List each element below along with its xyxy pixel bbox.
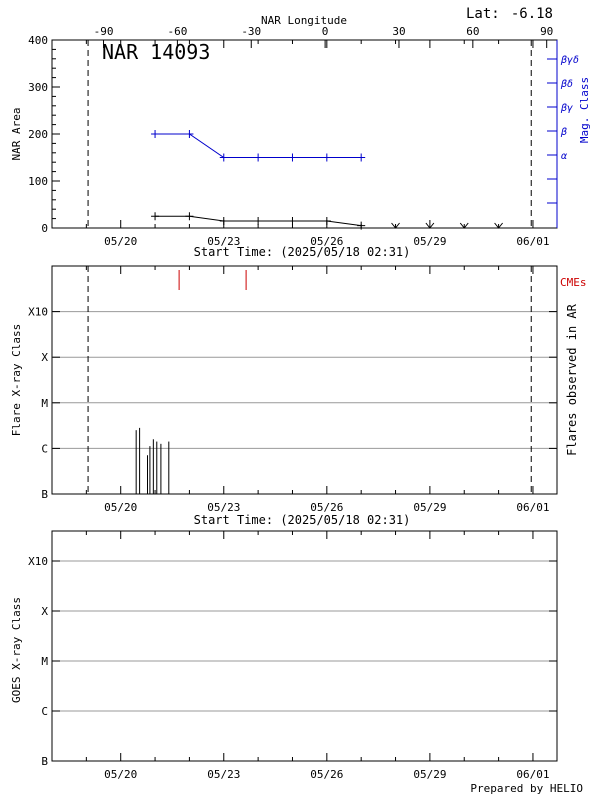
panel2-y-axis-title: Flare X-ray Class	[10, 324, 23, 437]
nar-area-point	[219, 216, 228, 225]
x-tick-label: 06/01	[516, 501, 549, 514]
cme-legend-label: CMEs	[560, 276, 587, 289]
y-tick-label: 400	[28, 34, 48, 47]
latitude-value: -6.18	[511, 6, 553, 22]
y-tick-label: X10	[28, 555, 48, 568]
nar-area-point	[254, 216, 263, 225]
panel3-y-axis: B C M X X10	[28, 555, 557, 768]
y-tick-label: X10	[28, 306, 48, 319]
y-tick-label: 0	[41, 222, 48, 235]
mag-class-label: α	[561, 151, 568, 162]
prepared-by-credit: Prepared by HELIO	[470, 782, 583, 795]
x-tick-label: 05/26	[310, 235, 343, 248]
mag-class-label: βγ	[560, 103, 573, 114]
panel1-frame	[51, 39, 558, 229]
nar-area-point	[322, 216, 331, 225]
y-tick-label: B	[41, 488, 48, 501]
y-tick-label: M	[41, 655, 48, 668]
missing-area-marker	[425, 222, 435, 229]
longitude-tick-label: 60	[466, 25, 479, 38]
y-tick-label: 200	[28, 128, 48, 141]
x-tick-label: 05/29	[413, 768, 446, 781]
panel3-gridlines	[52, 560, 557, 712]
missing-area-marker	[494, 222, 503, 229]
x-tick-label: 05/29	[413, 235, 446, 248]
flare-events	[135, 427, 170, 494]
y-tick-label: 100	[28, 175, 48, 188]
x-tick-label: 05/26	[310, 501, 343, 514]
mag-class-point	[219, 153, 228, 162]
panel1-longitude-axis: -90 -60 -30 0 30 60 90	[94, 25, 553, 48]
mag-class-axis-title: Mag. Class	[578, 77, 591, 143]
mag-class-label: βγδ	[560, 55, 579, 66]
mag-class-label: βδ	[560, 79, 573, 90]
panel2-frame	[51, 265, 558, 495]
cme-events	[178, 270, 247, 290]
nar-area-point	[357, 221, 366, 230]
x-tick-label: 05/20	[104, 768, 137, 781]
y-tick-label: X	[41, 605, 48, 618]
mag-class-point	[322, 153, 331, 162]
y-tick-label: X	[41, 351, 48, 364]
panel3-x-axis: 05/20 05/23 05/26 05/29 06/01	[51, 531, 550, 781]
panel3-y-axis-title: GOES X-ray Class	[10, 597, 23, 703]
nar-area-panel: 05/20 05/23 05/26 05/29 06/01 -90 -60 -30 0 30 60…	[10, 6, 591, 259]
longitude-tick-label: 0	[322, 25, 329, 38]
goes-class-panel: 05/20 05/23 05/26 05/29 06/01 B C M X X10 GOES X…	[10, 530, 558, 781]
panel2-gridlines	[52, 311, 557, 449]
panel2-x-axis: 05/20 05/23 05/26 05/29 06/01	[51, 266, 550, 514]
longitude-tick-label: -90	[94, 25, 114, 38]
panel2-dashed-lines	[87, 266, 532, 494]
y-tick-label: C	[41, 705, 48, 718]
x-tick-label: 06/01	[516, 768, 549, 781]
longitude-axis-title: NAR Longitude	[261, 14, 347, 27]
y-tick-label: B	[41, 755, 48, 768]
mag-class-label: β	[560, 127, 567, 138]
x-tick-label: 05/26	[310, 768, 343, 781]
panel1-series	[151, 130, 503, 230]
y-tick-label: 300	[28, 81, 48, 94]
missing-area-marker	[459, 222, 469, 229]
x-tick-label: 05/23	[207, 235, 240, 248]
x-tick-label: 06/01	[516, 235, 549, 248]
mag-class-point	[254, 153, 263, 162]
panel2-y-axis: B C M X X10	[28, 306, 557, 501]
mag-class-point	[357, 153, 366, 162]
panel1-y-axis-title: NAR Area	[10, 108, 23, 161]
flares-observed-axis-title: Flares observed in AR	[565, 303, 579, 455]
panel1-x-axis: 05/20 05/23 05/26 05/29 06/01	[51, 40, 550, 248]
mag-class-point	[151, 130, 160, 138]
y-tick-label: C	[41, 442, 48, 455]
panel3-frame	[51, 530, 558, 762]
panel2-x-axis-title: Start Time: (2025/05/18 02:31)	[194, 513, 411, 527]
x-tick-label: 05/20	[104, 235, 137, 248]
mag-class-point	[288, 153, 297, 162]
nar-area-point	[288, 216, 297, 225]
panel1-x-axis-title: Start Time: (2025/05/18 02:31)	[194, 245, 411, 259]
longitude-tick-label: 30	[392, 25, 405, 38]
x-tick-label: 05/23	[207, 501, 240, 514]
longitude-tick-label: -60	[167, 25, 187, 38]
panel1-y-axis: 0 100 200 300 400	[28, 34, 60, 235]
mag-class-point	[185, 130, 194, 138]
x-tick-label: 05/20	[104, 501, 137, 514]
nar-area-point	[151, 212, 160, 221]
longitude-tick-label: -30	[241, 25, 261, 38]
flare-class-panel: 05/20 05/23 05/26 05/29 06/01 B C M X X10 CMEs F…	[10, 265, 587, 527]
nar-area-point	[185, 212, 194, 221]
y-tick-label: M	[41, 397, 48, 410]
panel1-mag-class-axis: α β βγ βδ βγδ	[547, 40, 579, 228]
longitude-tick-label: 90	[540, 25, 553, 38]
region-title: NAR 14093	[102, 40, 210, 64]
x-tick-label: 05/29	[413, 501, 446, 514]
panel1-dashed-lines	[87, 40, 532, 228]
latitude-label: Lat:	[466, 6, 500, 22]
missing-area-marker	[391, 222, 400, 229]
x-tick-label: 05/23	[207, 768, 240, 781]
